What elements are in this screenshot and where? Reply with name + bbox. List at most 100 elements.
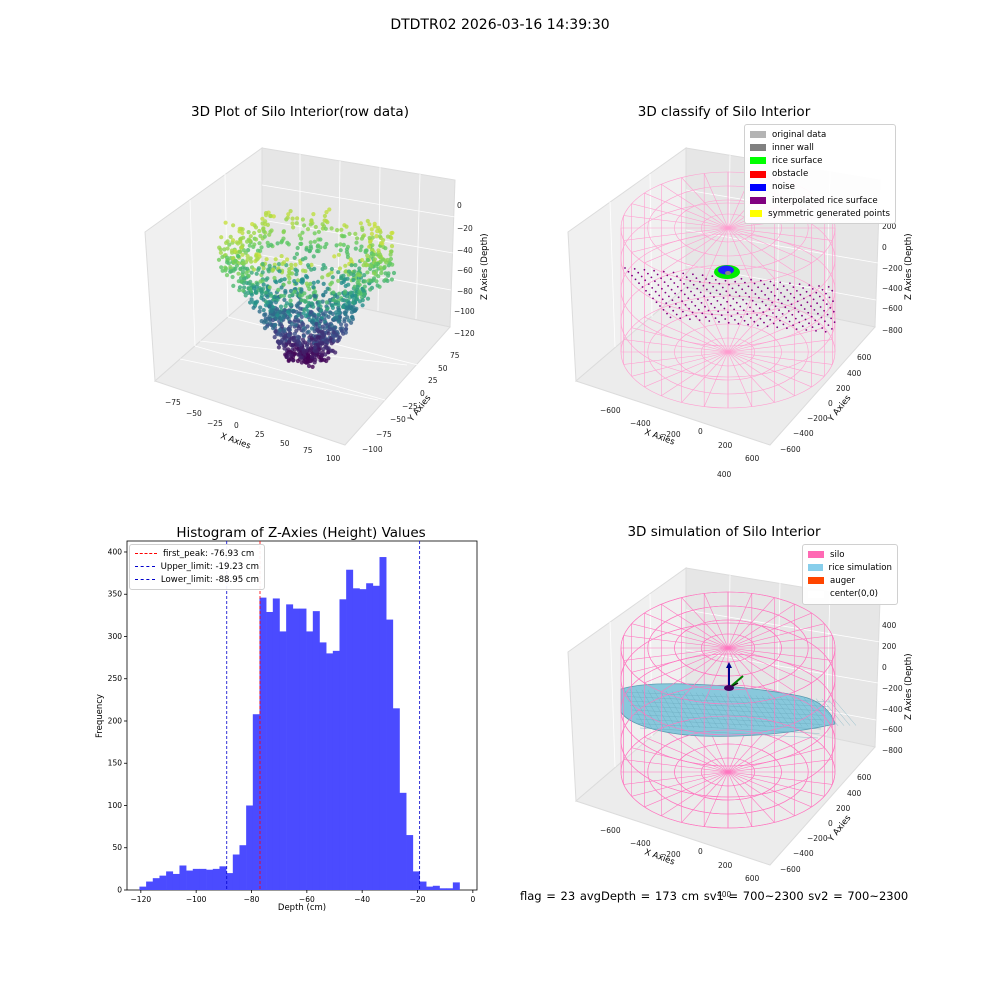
raw-xtick: 50 xyxy=(280,439,290,448)
histogram-ylabel: Frequency xyxy=(95,694,105,738)
interpolated-point xyxy=(663,281,666,283)
point-marker xyxy=(357,273,362,278)
point-marker xyxy=(294,281,299,286)
point-marker xyxy=(290,221,295,226)
point-marker xyxy=(388,252,393,257)
interpolated-point xyxy=(821,288,824,291)
interpolated-point xyxy=(763,283,766,286)
interpolated-point xyxy=(817,323,820,326)
histogram-bar xyxy=(286,604,294,890)
sim-ytick: 400 xyxy=(847,789,862,798)
point-marker xyxy=(344,294,349,299)
point-marker xyxy=(346,318,352,323)
point-marker xyxy=(240,261,246,266)
point-marker xyxy=(320,315,325,320)
point-marker xyxy=(326,331,331,336)
histogram-bar xyxy=(346,569,354,890)
point-marker xyxy=(304,247,309,252)
point-marker xyxy=(319,358,324,363)
point-marker xyxy=(280,238,285,244)
point-marker xyxy=(314,318,319,323)
histogram-bar xyxy=(152,878,160,890)
point-marker xyxy=(281,314,286,319)
point-marker xyxy=(329,348,334,353)
point-marker xyxy=(316,335,321,340)
cls-xtick: 200 xyxy=(718,441,733,450)
point-marker xyxy=(225,246,230,251)
point-marker xyxy=(279,293,284,298)
raw-3d-plot: −75 −50 −25 0 25 50 75 100 −100 −75 −50 … xyxy=(144,147,490,463)
point-marker xyxy=(331,290,336,295)
point-marker xyxy=(363,248,368,253)
mesh-line xyxy=(707,693,731,728)
interpolated-point xyxy=(831,328,833,330)
legend-label: rice surface xyxy=(772,155,823,166)
point-marker xyxy=(248,234,253,239)
point-marker xyxy=(309,336,314,341)
raw-ztick: −40 xyxy=(457,246,473,255)
interpolated-point xyxy=(795,328,798,330)
sim-xtick: −200 xyxy=(660,850,681,859)
point-marker xyxy=(241,288,246,293)
point-marker xyxy=(303,299,308,304)
interpolated-point xyxy=(796,300,799,303)
interpolated-point xyxy=(657,284,660,286)
point-marker xyxy=(259,287,264,292)
mesh-line xyxy=(623,691,831,703)
legend-label: silo xyxy=(830,549,845,560)
interpolated-point xyxy=(776,288,779,290)
point-marker xyxy=(373,261,378,267)
silo-ring xyxy=(620,233,836,347)
histogram-bar xyxy=(426,886,434,890)
silo-ring xyxy=(620,202,836,316)
point-marker xyxy=(266,269,271,274)
sim-zlabel: Z Axies (Depth) xyxy=(904,653,914,720)
x-tick-label: 0 xyxy=(470,895,475,904)
histogram-bar xyxy=(259,597,267,890)
point-marker xyxy=(340,297,345,303)
interpolated-point xyxy=(792,286,795,288)
y-tick-label: 0 xyxy=(117,886,122,895)
point-marker xyxy=(302,223,307,228)
interpolated-point xyxy=(704,316,707,319)
point-marker xyxy=(295,245,300,251)
mesh-line xyxy=(629,689,653,729)
interpolated-point xyxy=(721,286,724,289)
interpolated-point xyxy=(719,293,721,296)
point-marker xyxy=(322,213,327,219)
point-marker xyxy=(229,248,235,253)
interpolated-point xyxy=(811,288,814,290)
interpolated-point xyxy=(647,283,650,285)
point-marker xyxy=(323,226,328,231)
interpolated-point xyxy=(797,311,800,313)
cls-ytick: −200 xyxy=(807,414,828,423)
sim-ztick: 400 xyxy=(882,621,897,630)
y-tick-label: 200 xyxy=(108,716,123,725)
interpolated-point xyxy=(695,315,697,318)
mesh-line xyxy=(833,699,857,726)
point-marker xyxy=(259,290,264,295)
point-marker xyxy=(352,269,357,274)
cls-ytick: 200 xyxy=(836,384,851,393)
interpolated-point xyxy=(783,295,786,298)
interpolated-point xyxy=(679,317,682,320)
interpolated-point xyxy=(724,279,727,282)
interpolated-point xyxy=(748,296,751,298)
x-tick-label: −60 xyxy=(299,895,315,904)
interpolated-point xyxy=(704,305,706,308)
mesh-line xyxy=(737,694,761,728)
point-marker xyxy=(245,257,250,262)
simulation-plot-title: 3D simulation of Silo Interior xyxy=(627,524,821,540)
histogram-bar xyxy=(319,642,327,890)
point-marker xyxy=(378,252,383,257)
point-marker xyxy=(282,297,287,302)
interpolated-point xyxy=(809,294,811,297)
histogram-bar xyxy=(326,653,334,890)
point-marker xyxy=(287,280,292,285)
interpolated-point xyxy=(655,301,658,304)
point-marker xyxy=(332,326,337,331)
interpolated-point xyxy=(769,318,772,321)
point-marker xyxy=(363,279,368,284)
interpolated-point xyxy=(683,283,685,285)
point-marker xyxy=(219,265,224,270)
